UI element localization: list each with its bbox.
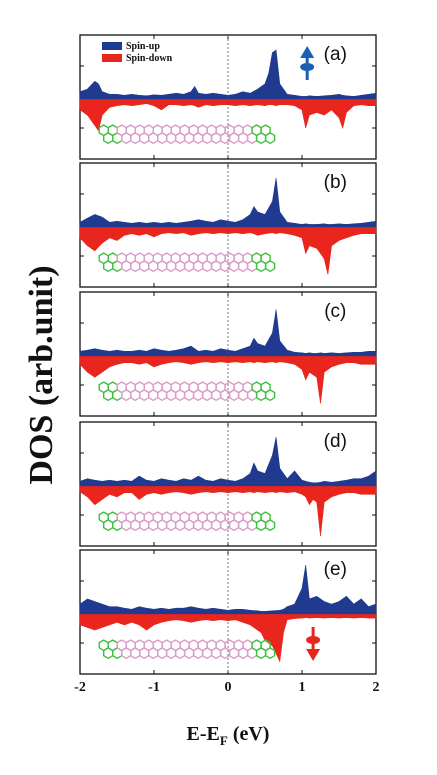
legend-swatch [102, 42, 122, 50]
panel-label: (c) [324, 301, 346, 322]
panel-label: (b) [324, 172, 347, 193]
molecule-ring [264, 260, 276, 273]
x-tick-labels: -2 -1 0 1 2 [74, 680, 379, 695]
arrow-head [300, 46, 315, 58]
spin-down-area [79, 227, 377, 275]
x-tick-label: 1 [299, 680, 306, 695]
spin-down-area [79, 614, 377, 663]
spin-down-arrow-icon [306, 627, 321, 661]
x-tick-label: 2 [373, 680, 380, 695]
legend-swatch [102, 54, 122, 62]
panel-label: (a) [324, 44, 347, 65]
molecule-structure [98, 381, 276, 402]
molecule-ring [264, 132, 276, 145]
x-axis-label-main: E-E [187, 723, 220, 745]
spin-up-area [79, 564, 377, 615]
panel-label: (d) [324, 431, 347, 452]
x-axis-label-sub: F [220, 733, 228, 748]
panel-3: (c) [79, 291, 377, 417]
molecule-ring [264, 519, 276, 532]
spin-down-area [79, 486, 377, 537]
x-tick-label: 0 [225, 680, 232, 695]
molecule-structure [98, 124, 276, 145]
panel-4: (d) [79, 421, 377, 547]
spin-up-arrow-icon [300, 46, 315, 80]
spin-up-area [79, 309, 377, 357]
panel-label: (e) [324, 559, 347, 580]
panel-5: (e) [79, 549, 377, 675]
spin-down-area [79, 356, 377, 404]
legend-label: Spin-down [126, 53, 173, 64]
legend-label: Spin-up [126, 41, 160, 52]
x-tick-label: -1 [148, 680, 160, 695]
x-tick-label: -2 [74, 680, 86, 695]
spin-up-area [79, 177, 377, 228]
molecule-ring [264, 389, 276, 402]
spin-up-area [79, 436, 377, 487]
x-axis-label-unit: (eV) [228, 723, 270, 745]
spin-up-area [79, 49, 377, 100]
x-axis-label: E-EF (eV) [187, 723, 270, 748]
panel-2: (b) [79, 162, 377, 288]
arrow-head [306, 649, 321, 661]
y-axis-label: DOS (arb.unit) [23, 265, 60, 484]
molecule-structure [98, 252, 276, 273]
molecule-structure [98, 639, 276, 660]
molecule-ring [264, 647, 276, 660]
molecule-structure [98, 511, 276, 532]
spin-down-area [79, 99, 377, 132]
